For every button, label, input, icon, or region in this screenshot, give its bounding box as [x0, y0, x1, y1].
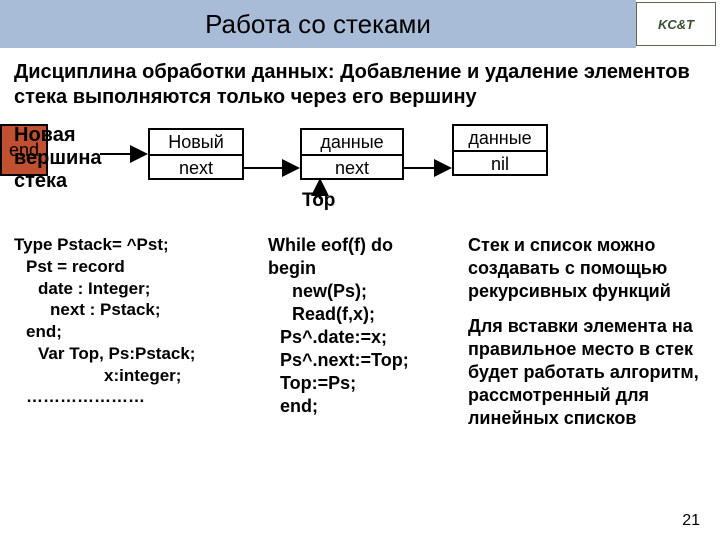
node-right-data: данные — [454, 126, 546, 152]
node-mid-data: данные — [302, 130, 402, 156]
code-line: next : Pstack; — [14, 299, 268, 321]
code-line: date : Integer; — [14, 278, 268, 300]
notes-column: Стек и список можно создавать с помощью … — [468, 234, 702, 430]
code-line: While eof(f) do — [268, 234, 468, 257]
node-new-data: Новый — [150, 130, 242, 156]
type-declaration: Type Pstack= ^Pst; Pst = record date : I… — [14, 234, 268, 430]
stack-diagram: Новая вершинастека Новый next данные nex… — [0, 124, 720, 234]
code-line: Top:=Ps; — [268, 372, 468, 395]
note-paragraph: Стек и список можно создавать с помощью … — [468, 234, 702, 303]
page-number: 21 — [682, 512, 700, 530]
code-line: new(Ps); — [268, 280, 468, 303]
title-bar: Работа со стеками — [0, 0, 636, 48]
code-line: Ps^.next:=Top; — [268, 349, 468, 372]
code-line: Type Pstack= ^Pst; — [14, 234, 268, 256]
page-title: Работа со стеками — [205, 9, 431, 40]
code-line: end; — [268, 395, 468, 418]
code-line: Pst = record — [14, 256, 268, 278]
top-pointer-label: Top — [302, 190, 335, 212]
code-line: x:integer; — [14, 365, 268, 387]
node-right-next: nil — [454, 152, 546, 176]
note-paragraph: Для вставки элемента на правильное место… — [468, 315, 702, 430]
logo-badge: KC&T — [636, 2, 716, 46]
code-line: ………………… — [14, 386, 268, 408]
code-line: end; — [14, 321, 268, 343]
node-mid: данные next — [300, 128, 404, 180]
code-line: Ps^.date:=x; — [268, 326, 468, 349]
node-new-next: next — [150, 156, 242, 180]
node-new: Новый next — [148, 128, 244, 180]
code-line: Read(f,x); — [268, 303, 468, 326]
node-right: данные nil — [452, 124, 548, 176]
algorithm-code: While eof(f) do begin new(Ps); Read(f,x)… — [268, 234, 468, 430]
subtitle-text: Дисциплина обработки данных: Добавление … — [0, 48, 720, 124]
node-mid-next: next — [302, 156, 402, 180]
code-line: Var Top, Ps:Pstack; — [14, 343, 268, 365]
code-line: begin — [268, 257, 468, 280]
new-top-label: Новая вершинастека — [14, 124, 102, 193]
